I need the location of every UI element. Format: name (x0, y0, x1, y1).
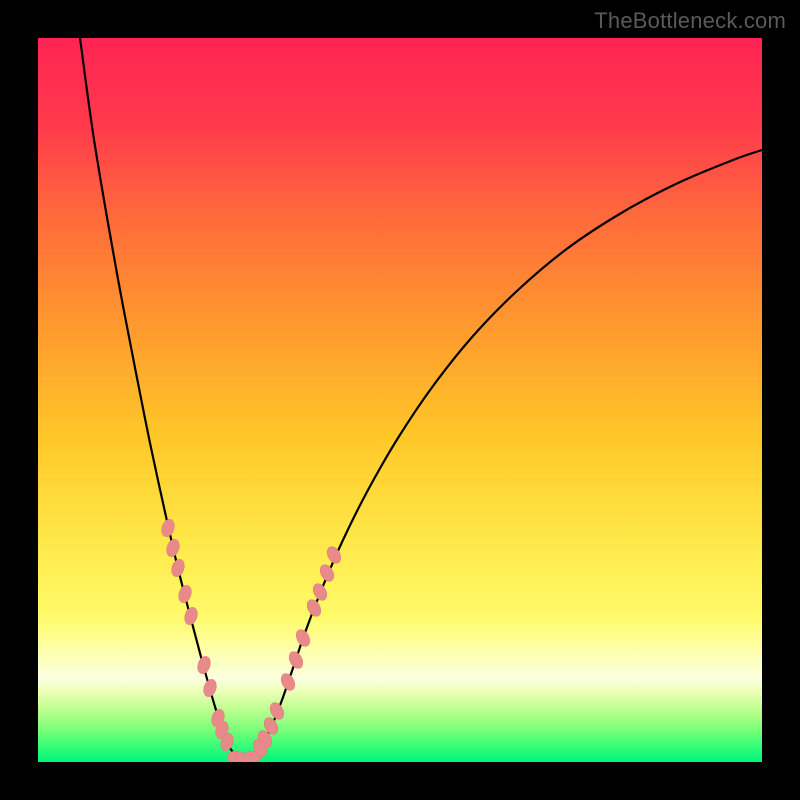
gradient-background (38, 38, 762, 762)
watermark-text: TheBottleneck.com (594, 8, 786, 34)
plot-area (38, 38, 762, 762)
chart-svg (38, 38, 762, 762)
chart-frame: TheBottleneck.com (0, 0, 800, 800)
